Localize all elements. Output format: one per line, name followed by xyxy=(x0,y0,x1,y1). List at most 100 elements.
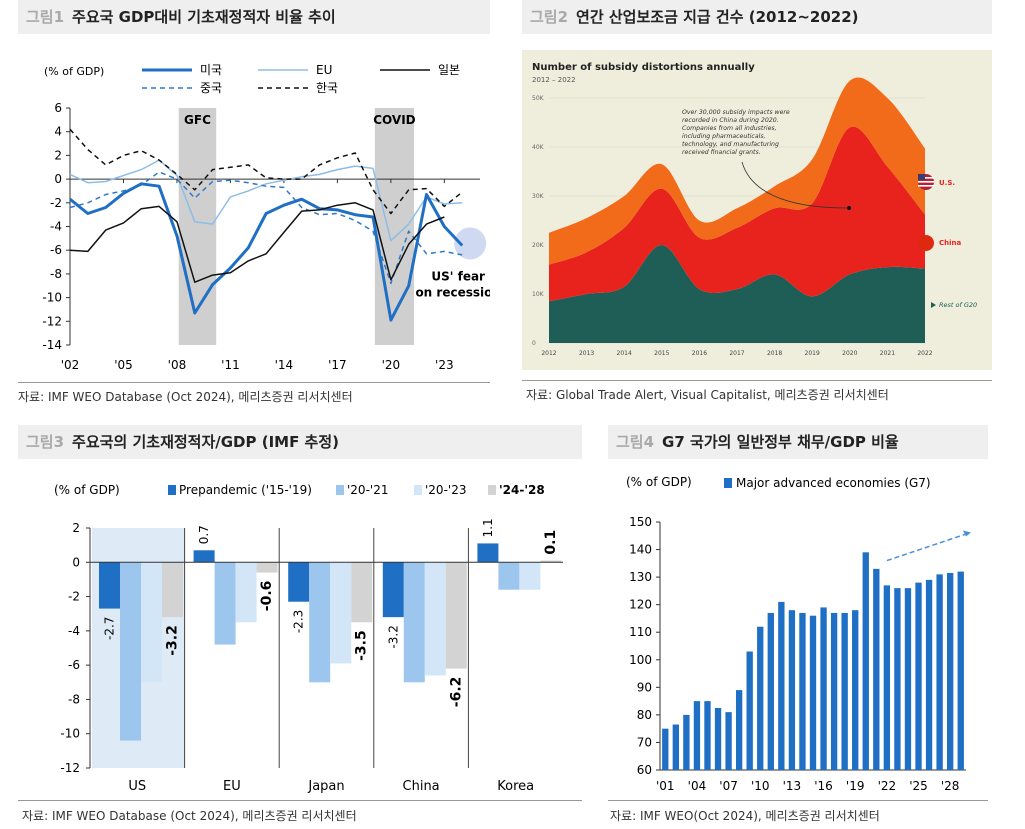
x-tick-label: 2014 xyxy=(617,350,632,357)
bar-2028 xyxy=(947,572,954,770)
y-tick-label: 0 xyxy=(72,555,80,569)
legend-label-중국: 중국 xyxy=(200,81,222,95)
y-tick-label: -14 xyxy=(42,338,62,352)
bar-US-0 xyxy=(99,562,120,609)
x-tick-label: '14 xyxy=(275,358,294,372)
x-tick-label: '22 xyxy=(878,779,897,793)
bar-label: -0.6 xyxy=(259,581,275,612)
bar-2021 xyxy=(873,568,880,770)
inner-subtitle: 2012 – 2022 xyxy=(532,76,576,84)
legend-swatch xyxy=(414,485,422,495)
figure-4-source: 자료: IMF WEO(Oct 2024), 메리츠증권 리서치센터 xyxy=(610,809,880,823)
figure-1-chart: (% of GDP) GFC COVID 6 4 2 0 -2 -4 -6 -8 -10 -12 -14 '… xyxy=(42,63,490,372)
x-tick-label: '19 xyxy=(846,779,865,793)
series-line-중국 xyxy=(69,171,463,285)
annotation-line-1: US' fear xyxy=(431,269,485,283)
bar-label: -2.7 xyxy=(103,617,117,640)
legend-label: Prepandemic ('15-'19) xyxy=(179,483,312,497)
y-tick-label: 100 xyxy=(629,653,652,667)
figure-4-label: 그림4 xyxy=(616,433,655,451)
x-tick-label: EU xyxy=(223,779,241,794)
figure-3-header: 그림3 주요국의 기초재정적자/GDP (IMF 추정) xyxy=(18,425,582,459)
callout-text: Over 30,000 subsidy impacts were recorded… xyxy=(682,108,790,156)
figure-4-chart: (% of GDP) Major advanced economies (G7) 1… xyxy=(626,475,971,793)
legend-label-미국: 미국 xyxy=(200,63,222,77)
figure-1-panel: 그림1 주요국 GDP대비 기초재정적자 비율 추이 (% of GDP) GFC C… xyxy=(18,0,490,410)
series-line-미국 xyxy=(69,182,464,322)
bar-2011 xyxy=(767,612,774,770)
y-tick-label: 130 xyxy=(629,570,652,584)
area-Rest of G20 xyxy=(549,244,925,343)
callout-line: recorded in China during 2020. xyxy=(682,117,779,124)
legend-swatch xyxy=(488,485,496,495)
bar-EU-1 xyxy=(214,562,236,645)
bar-2003 xyxy=(683,714,690,770)
y-tick-label: -10 xyxy=(60,727,80,741)
legend-swatch xyxy=(336,485,344,495)
bar-2001 xyxy=(662,728,669,770)
recession-highlight xyxy=(454,227,487,260)
figure-2-label: 그림2 xyxy=(530,8,569,26)
area-U.S. xyxy=(549,77,925,265)
figure-4-header: 그림4 G7 국가의 일반정부 채무/GDP 비율 xyxy=(608,425,988,459)
y-tick-label: -12 xyxy=(42,314,62,328)
bar-label: -6.2 xyxy=(448,677,464,708)
bar-EU-0 xyxy=(193,550,215,563)
y-tick-label: -8 xyxy=(50,267,62,281)
x-tick-label: 2021 xyxy=(880,350,895,357)
bar-2015 xyxy=(809,615,817,770)
figure-1-rule xyxy=(18,382,490,383)
bar-label: 1.1 xyxy=(481,518,495,537)
legend-swatch xyxy=(724,478,732,488)
bar-China-0 xyxy=(382,562,404,618)
y-tick-label: 60 xyxy=(637,763,652,777)
callout-leader xyxy=(741,161,848,209)
bar-Korea-2 xyxy=(519,562,541,590)
figure-1-label: 그림1 xyxy=(26,8,65,26)
y-tick-label: -4 xyxy=(68,624,80,638)
legend-label: '20-'23 xyxy=(425,483,466,497)
x-tick-label: 2019 xyxy=(805,350,820,357)
y-tick-label: 2 xyxy=(54,148,62,162)
y-tick-label: 20K xyxy=(532,242,545,249)
bar-Korea-0 xyxy=(477,543,499,563)
us-flag-icon xyxy=(918,174,934,190)
callout-line: received financial grants. xyxy=(682,148,761,156)
bar-2014 xyxy=(799,612,806,770)
y-tick-label: 70 xyxy=(637,735,652,749)
bar-label: 0.1 xyxy=(543,530,559,555)
us-flag-stripe xyxy=(918,181,934,183)
y-tick-label: 10K xyxy=(532,291,545,298)
callout-line: including pharmaceuticals, xyxy=(682,132,766,140)
figure-2-title: 연간 산업보조금 지급 건수 (2012~2022) xyxy=(576,8,859,26)
y-tick-label: -8 xyxy=(68,692,80,706)
y-tick-label: -2 xyxy=(68,590,80,604)
figure-3-title: 주요국의 기초재정적자/GDP (IMF 추정) xyxy=(72,433,340,451)
shade-label-1: COVID xyxy=(373,113,415,127)
y-tick-label: 140 xyxy=(629,543,652,557)
x-tick-label: '20 xyxy=(382,358,401,372)
y-tick-label: 0 xyxy=(54,172,62,186)
y-tick-label: 4 xyxy=(54,125,62,139)
series-line-EU xyxy=(69,159,463,242)
bar-2016 xyxy=(820,607,827,770)
x-tick-label: 2012 xyxy=(541,350,556,357)
y-tick-label: -6 xyxy=(50,243,62,257)
callout-line: Companies from all industries, xyxy=(682,124,777,132)
bar-2019 xyxy=(852,610,859,770)
bar-2024 xyxy=(904,588,912,770)
bar-2004 xyxy=(693,701,701,770)
bar-label: -3.5 xyxy=(354,630,370,661)
bar-2022 xyxy=(883,585,891,770)
x-tick-label: '25 xyxy=(909,779,928,793)
trend-arrowhead-icon xyxy=(962,530,971,537)
x-tick-label: '28 xyxy=(941,779,960,793)
figure-1-header: 그림1 주요국 GDP대비 기초재정적자 비율 추이 xyxy=(18,0,490,34)
y-tick-label: 40K xyxy=(532,144,545,151)
x-tick-label: '01 xyxy=(656,779,675,793)
x-tick-label: '02 xyxy=(61,358,80,372)
bar-2009 xyxy=(746,651,753,770)
bar-label: -3.2 xyxy=(386,625,400,648)
x-tick-label: 2022 xyxy=(917,350,932,357)
annotation-line-2: on recession xyxy=(415,285,490,299)
